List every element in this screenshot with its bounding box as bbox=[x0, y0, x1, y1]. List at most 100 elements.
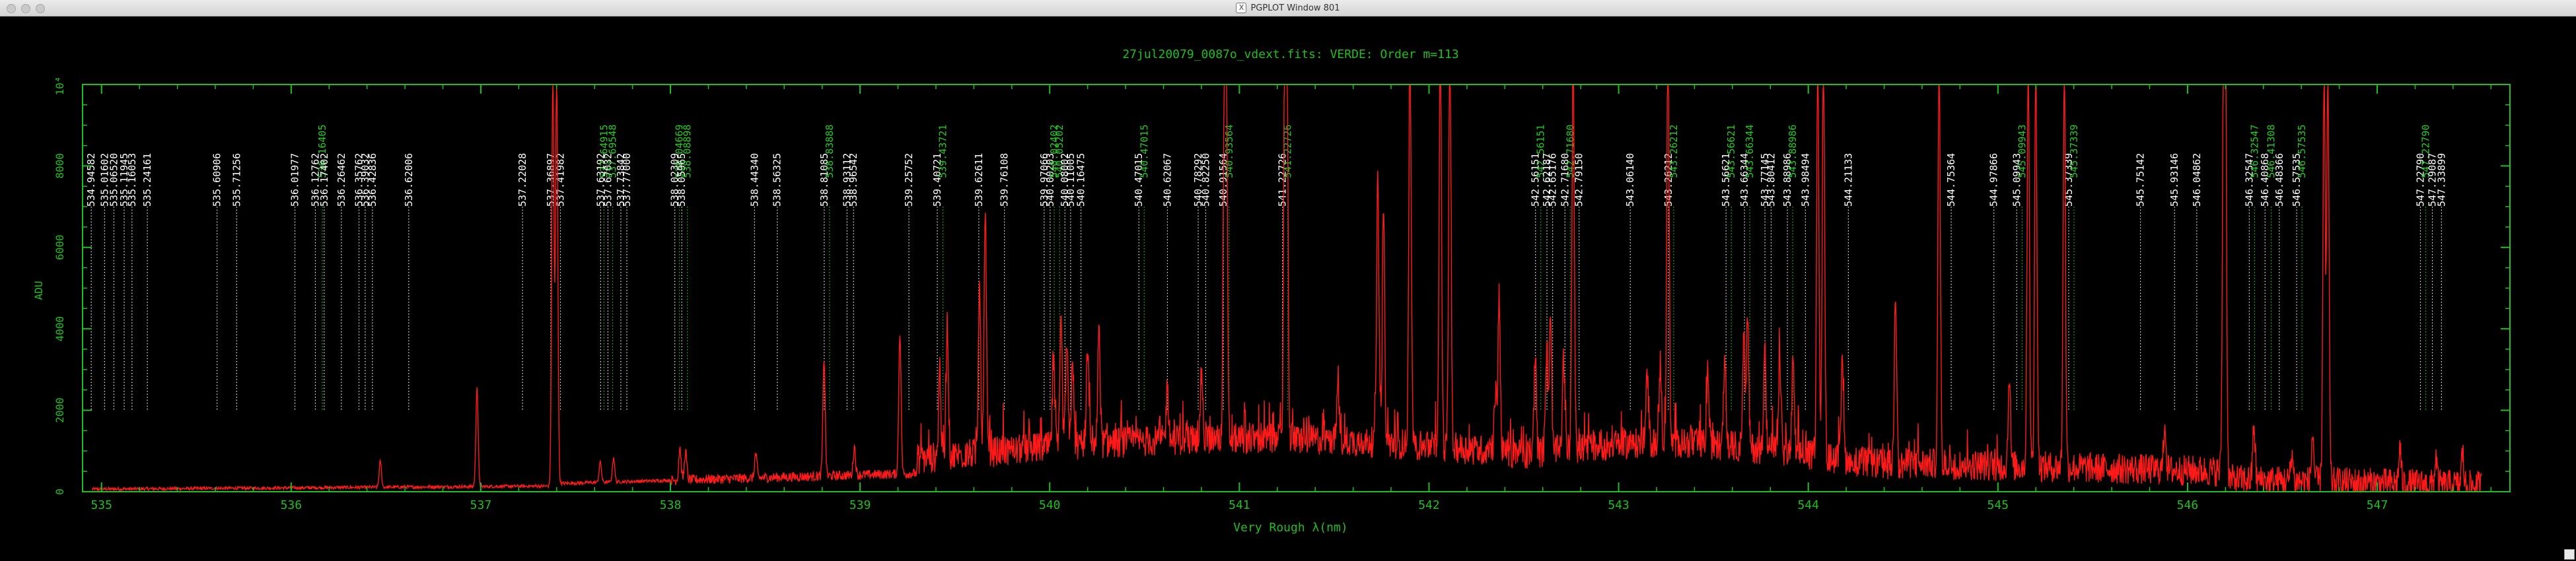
line-id-label: 536.35762 bbox=[353, 153, 365, 207]
line-id-label: 536.17402 bbox=[318, 153, 330, 207]
y-axis-top-label: 10⁴ bbox=[54, 77, 66, 96]
line-id-label: 543.66344 bbox=[1744, 125, 1756, 178]
line-id-label: 538.08898 bbox=[682, 125, 694, 178]
line-id-label: 535.60906 bbox=[211, 153, 223, 207]
line-id-label: 536.16405 bbox=[316, 125, 328, 178]
y-tick-label: 2000 bbox=[54, 397, 66, 423]
close-window-button[interactable] bbox=[7, 4, 16, 13]
line-id-label: 547.29087 bbox=[2427, 153, 2439, 207]
window-titlebar[interactable]: X PGPLOT Window 801 bbox=[0, 0, 2576, 16]
line-id-label: 543.88986 bbox=[1781, 153, 1793, 207]
line-id-label: 543.26212 bbox=[1663, 153, 1674, 207]
line-id-label: 540.47015 bbox=[1133, 153, 1145, 207]
x-tick-label: 542 bbox=[1418, 498, 1440, 512]
line-id-label: 535.24161 bbox=[141, 153, 153, 207]
line-id-label: 542.65176 bbox=[1547, 153, 1559, 207]
line-id-label: 546.57535 bbox=[2291, 153, 2303, 207]
line-id-label: 535.01602 bbox=[98, 153, 110, 207]
line-label-layer: 534.94582 535.01602535.06520535.11945535.… bbox=[85, 125, 2447, 411]
x-tick-label: 546 bbox=[2177, 498, 2199, 512]
line-id-label: 539.62611 bbox=[973, 153, 985, 207]
y-tick-label: 6000 bbox=[54, 235, 66, 261]
line-id-label: 539.43721 bbox=[937, 125, 949, 178]
line-id-label: 544.97866 bbox=[1988, 153, 2000, 207]
line-id-label: 545.37339 bbox=[2068, 125, 2080, 178]
line-id-label: 542.62187 bbox=[1541, 153, 1553, 207]
line-id-label: 542.56151 bbox=[1535, 125, 1547, 178]
line-id-label: 546.32547 bbox=[2248, 125, 2260, 178]
line-id-label: 540.93564 bbox=[1223, 125, 1235, 178]
line-id-label: 538.81085 bbox=[818, 153, 830, 207]
resize-grip-icon[interactable] bbox=[2564, 549, 2575, 560]
zoom-window-button[interactable] bbox=[36, 4, 45, 13]
line-id-label: 545.09943 bbox=[2011, 153, 2022, 207]
x-tick-label: 544 bbox=[1797, 498, 1819, 512]
line-id-label: 544.21133 bbox=[1842, 153, 1854, 207]
line-id-label: 540.82250 bbox=[1199, 153, 1211, 207]
line-id-label: 547.22790 bbox=[2419, 125, 2431, 178]
x-tick-label: 543 bbox=[1608, 498, 1629, 512]
line-id-label: 538.44340 bbox=[748, 153, 760, 207]
line-id-label: 535.16053 bbox=[126, 153, 138, 207]
window-title-group: X PGPLOT Window 801 bbox=[1236, 3, 1340, 13]
line-id-label: 537.77000 bbox=[621, 153, 633, 207]
x-tick-label: 538 bbox=[660, 498, 682, 512]
x-tick-label: 540 bbox=[1039, 498, 1061, 512]
line-id-label: 543.66344 bbox=[1738, 153, 1750, 207]
line-id-label: 547.22790 bbox=[2414, 153, 2426, 207]
line-id-label: 540.11005 bbox=[1065, 153, 1077, 207]
x-tick-label: 536 bbox=[281, 498, 303, 512]
line-id-label: 539.76108 bbox=[999, 153, 1011, 207]
y-tick-label: 0 bbox=[54, 488, 66, 495]
line-id-label: 540.05202 bbox=[1054, 125, 1065, 178]
line-id-label: 543.26212 bbox=[1668, 125, 1680, 178]
line-id-label: 536.01977 bbox=[289, 153, 301, 207]
plot-area: 534.94582 535.01602 535.06520 535.11945 535.… bbox=[7, 20, 2569, 554]
line-id-label: 537.63192 bbox=[594, 153, 606, 207]
line-id-label: 543.56621 bbox=[1725, 125, 1737, 178]
line-id-label: 542.71680 bbox=[1564, 125, 1576, 178]
x-tick-label: 541 bbox=[1229, 498, 1250, 512]
line-id-label: 546.48366 bbox=[2273, 153, 2285, 207]
line-id-label: 546.57535 bbox=[2296, 125, 2308, 178]
line-id-label: 543.56621 bbox=[1720, 153, 1732, 207]
x-tick-label: 545 bbox=[1987, 498, 2009, 512]
line-id-label: 537.69548 bbox=[607, 125, 619, 178]
line-id-label: 540.47015 bbox=[1138, 125, 1150, 178]
line-id-label: 542.71680 bbox=[1559, 153, 1571, 207]
y-tick-label: 8000 bbox=[54, 153, 66, 179]
line-id-label: 538.56325 bbox=[771, 153, 783, 207]
y-axis-label: ADU bbox=[32, 281, 45, 300]
line-id-label: 538.02309 bbox=[669, 153, 681, 207]
line-id-label: 535.71256 bbox=[231, 153, 242, 207]
line-id-label: 534.94582 bbox=[85, 153, 97, 207]
line-id-label: 543.88986 bbox=[1787, 125, 1799, 178]
line-id-label: 538.83888 bbox=[824, 125, 836, 178]
line-id-label: 546.04862 bbox=[2191, 153, 2203, 207]
line-id-label: 540.16475 bbox=[1075, 153, 1087, 207]
line-id-label: 541.22726 bbox=[1277, 153, 1289, 207]
line-id-label: 540.78292 bbox=[1192, 153, 1204, 207]
line-id-label: 539.97066 bbox=[1038, 153, 1050, 207]
line-id-label: 536.39032 bbox=[359, 153, 371, 207]
line-id-label: 538.05965 bbox=[676, 153, 688, 207]
window-title: PGPLOT Window 801 bbox=[1250, 3, 1340, 13]
line-id-label: 540.00203 bbox=[1044, 153, 1056, 207]
line-id-label: 546.40868 bbox=[2259, 153, 2271, 207]
y-tick-label: 4000 bbox=[54, 316, 66, 342]
minimize-window-button[interactable] bbox=[21, 4, 30, 13]
line-id-label: 537.64915 bbox=[598, 125, 610, 178]
line-id-label: 537.73842 bbox=[615, 153, 627, 207]
line-id-label: 543.80412 bbox=[1765, 153, 1777, 207]
line-id-label: 536.42836 bbox=[367, 153, 378, 207]
line-id-label: 545.75142 bbox=[2135, 153, 2147, 207]
window-controls bbox=[7, 4, 45, 13]
line-id-label: 545.93146 bbox=[2168, 153, 2180, 207]
line-id-label: 538.04669 bbox=[673, 125, 685, 178]
x-axis-label: Very Rough λ(nm) bbox=[1233, 521, 1347, 535]
chart-title: 27jul20079_0087o_vdext.fits: VERDE: Orde… bbox=[1122, 48, 1458, 61]
line-id-label: 546.41308 bbox=[2266, 125, 2277, 178]
line-id-label: 535.11945 bbox=[118, 153, 130, 207]
line-id-label: 536.62006 bbox=[403, 153, 415, 207]
